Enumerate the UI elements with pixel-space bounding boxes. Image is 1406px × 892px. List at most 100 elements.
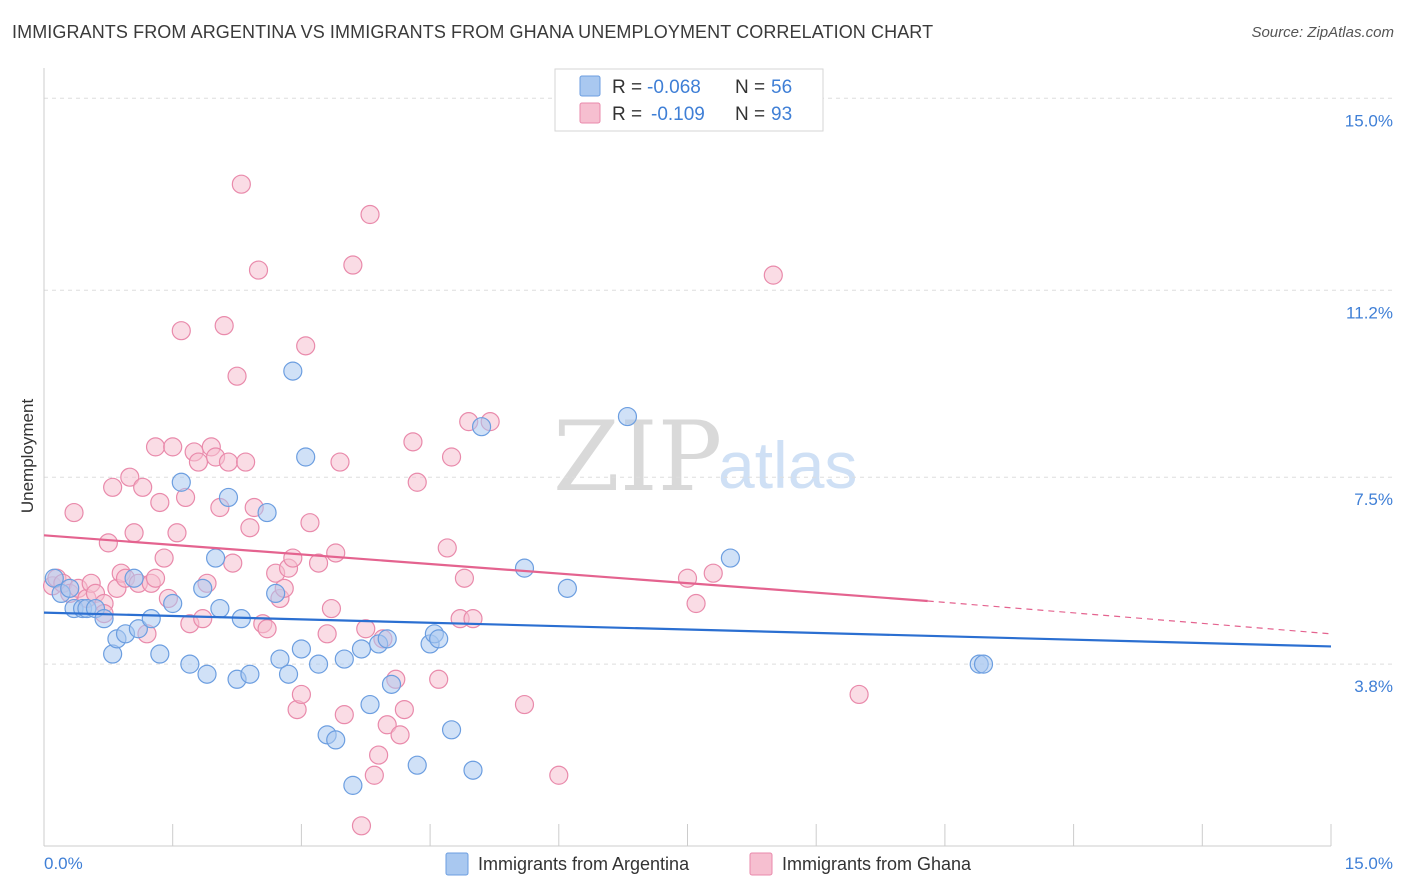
ghana-point [218,452,239,472]
ghana-point [64,502,84,523]
argentina-point [240,664,260,684]
ghana-point [308,553,329,573]
argentina-point [429,629,449,649]
x-tick-label-right: 15.0% [1345,854,1393,873]
legend-r-label-ghana: R = [612,104,642,125]
argentina-point [270,649,290,669]
ghana-point [291,684,311,705]
ghana-point [849,684,869,705]
x-tick-label-left: 0.0% [44,854,83,873]
argentina-point [266,583,286,604]
argentina-point [128,619,148,639]
ghana-point [334,705,354,725]
data-points [42,174,994,836]
ghana-point [188,452,209,472]
ghana-point [686,593,706,614]
argentina-point [973,654,994,674]
ghana-point [214,316,234,336]
ghana-point [763,265,783,285]
ghana-point [231,174,251,194]
argentina-point [407,755,427,775]
ghana-point [514,694,535,715]
ghana-point [343,255,363,275]
ghana-point [296,336,316,356]
legend-swatch-ghana [579,102,601,124]
ghana-point [133,477,153,497]
ghana-point [193,609,213,629]
trend-line-ghana-extension [927,600,1332,635]
ghana-point [240,518,260,538]
argentina-point [334,649,354,669]
argentina-point [257,502,277,523]
trend-line-ghana [43,534,928,603]
watermark-zip: ZIP [553,401,722,513]
argentina-point [514,558,535,578]
argentina-point [60,578,80,598]
legend-n-value-ghana: 93 [771,104,792,125]
argentina-point [197,664,217,684]
ghana-point [145,437,166,457]
ghana-point [364,765,384,785]
argentina-point [210,598,230,619]
ghana-point [300,513,320,533]
legend-label-ghana: Immigrants from Ghana [782,854,972,874]
source-label: Source: ZipAtlas.com [1251,24,1394,41]
argentina-point [441,720,462,740]
ghana-point [236,452,256,472]
argentina-point [206,548,226,568]
y-tick-label: 3.8% [1354,677,1393,696]
argentina-point [141,609,161,629]
legend-swatch-argentina [579,75,601,97]
grid-lines [44,97,1392,665]
argentina-point [193,578,213,598]
y-axis-title: Unemployment [18,399,37,514]
ghana-point [437,538,457,558]
argentina-point [283,361,303,381]
ghana-point [223,553,243,573]
ghana-point [390,725,410,745]
ghana-point [98,533,118,553]
watermark-atlas: atlas [718,428,857,502]
legend-swatch-ghana-bottom [749,852,773,876]
ghana-point [167,523,187,543]
legend-swatch-argentina-bottom [445,852,469,876]
ghana-point [257,619,277,639]
ghana-point [326,543,346,563]
y-tick-label: 15.0% [1345,111,1393,130]
y-tick-label: 7.5% [1354,490,1393,509]
argentina-point [180,654,200,674]
legend-stats: R = -0.068 N = 56 R = -0.109 N = 93 [554,68,824,132]
ghana-point [369,745,389,765]
ghana-point [403,432,423,452]
ghana-point [441,447,462,467]
legend-n-value-argentina: 56 [771,77,792,98]
ghana-point [377,715,397,735]
legend-series: Immigrants from Argentina Immigrants fro… [445,852,972,876]
argentina-point [343,775,363,795]
argentina-point [377,629,397,649]
legend-r-value-ghana: -0.109 [651,104,705,125]
ghana-point [360,204,380,225]
argentina-point [720,548,741,568]
ghana-point [283,548,303,568]
argentina-point [124,568,144,588]
ghana-point [150,492,170,513]
ghana-point [124,523,144,543]
ghana-point [454,568,475,588]
argentina-point [381,674,402,694]
ghana-point [351,816,372,836]
ghana-point [103,477,123,497]
argentina-point [351,639,372,659]
y-tick-label: 11.2% [1346,303,1393,322]
trend-lines [43,534,1332,648]
legend-n-label-argentina: N = [735,77,765,98]
argentina-point [471,417,492,437]
y-tick-labels: 3.8% 7.5% 11.2% 15.0% [1345,111,1393,696]
ghana-point [248,260,269,280]
argentina-point [278,664,299,684]
ghana-point [145,568,166,588]
ghana-point [171,321,191,341]
ghana-point [120,467,140,487]
argentina-point [150,644,170,664]
